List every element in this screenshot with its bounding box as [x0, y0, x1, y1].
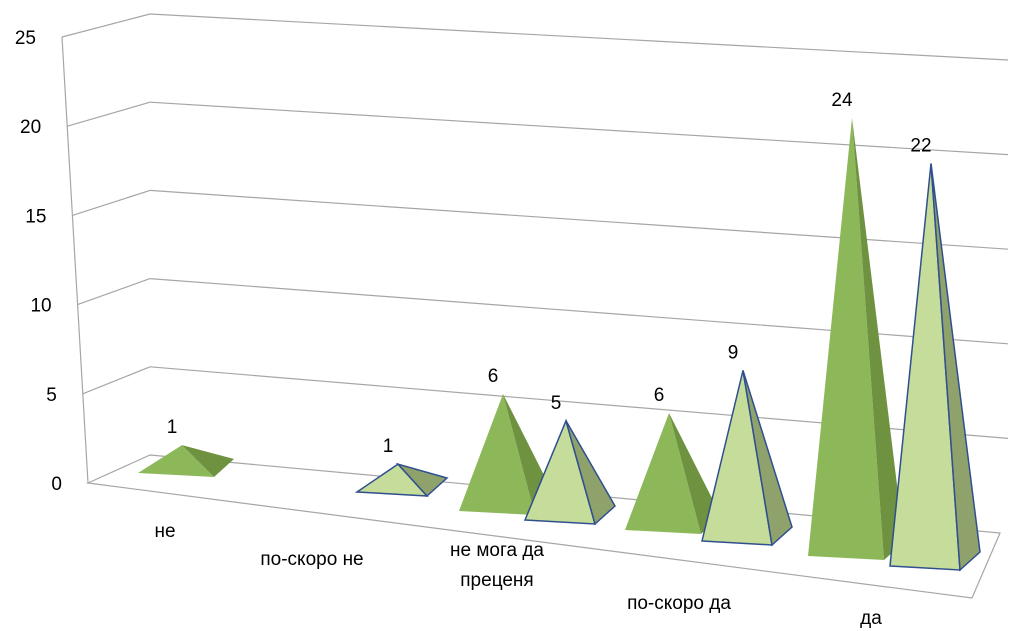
gridline-side [67, 101, 151, 127]
data-pyramids [138, 117, 981, 572]
floor-plane [85, 454, 1001, 599]
data-label: 22 [910, 136, 931, 157]
pyramid-front-face [459, 393, 535, 515]
gridline-back [149, 101, 1009, 156]
x-category-label: по-скоро не [260, 549, 363, 570]
y-tick-label: 15 [25, 206, 46, 227]
gridline-side [61, 13, 151, 38]
x-category-line: не [154, 521, 175, 542]
pyramid-3-0 [625, 412, 721, 534]
pyramid-side-face [565, 420, 616, 526]
x-category-line: да [860, 608, 882, 629]
gridline-side [82, 366, 151, 395]
data-label: 5 [551, 393, 562, 414]
y-tick-label: 0 [51, 474, 62, 495]
x-category-line: не мога да [450, 540, 544, 561]
gridline-side [77, 278, 151, 306]
data-label: 9 [728, 342, 739, 363]
x-category-label: не мога да преценя [450, 540, 544, 591]
pyramid-side-face [182, 445, 234, 477]
pyramid-4-0 [808, 117, 904, 560]
pyramid-0-0 [138, 445, 234, 477]
y-tick-label: 25 [15, 28, 36, 49]
data-label: 1 [167, 417, 178, 438]
y-tick-label: 10 [30, 296, 51, 317]
pyramid-front-face [808, 117, 884, 560]
data-label: 6 [488, 366, 499, 387]
gridline-back [149, 278, 1009, 345]
y-axis-ticks: 0 5 10 15 20 25 [15, 28, 62, 495]
gridline-back [149, 13, 1009, 61]
x-category-line: преценя [460, 570, 533, 591]
y-tick-label: 5 [46, 385, 57, 406]
pyramid-front-face [138, 445, 214, 477]
left-wall-edge [61, 36, 89, 484]
y-tick-label: 20 [20, 117, 41, 138]
pyramid-3-1 [701, 370, 793, 547]
x-category-label: да [860, 608, 882, 629]
data-label: 1 [383, 436, 394, 457]
data-label: 24 [831, 90, 853, 111]
x-category-line: по-скоро да [627, 593, 731, 614]
x-category-line: по-скоро не [260, 549, 363, 570]
pyramid-side-face [669, 412, 721, 534]
x-category-label: по-скоро да [627, 593, 731, 614]
pyramid-side-face [742, 370, 793, 547]
pyramid-front-face [625, 412, 701, 534]
gridline-side [72, 189, 151, 216]
data-label: 6 [654, 385, 665, 406]
pyramid-2-1 [523, 418, 616, 526]
x-category-label: не [154, 521, 175, 542]
pyramid-4-1 [889, 163, 981, 572]
pyramid-side-face [930, 163, 981, 572]
chart-walls [61, 36, 1001, 599]
gridline-back [149, 189, 1009, 250]
data-labels: 1 1 6 5 6 9 24 22 [167, 90, 932, 457]
x-axis-categories: не по-скоро не не мога да преценя по-скоро д… [154, 521, 882, 629]
pyramid-1-1 [354, 462, 449, 498]
pyramid-side-face [852, 117, 904, 560]
pyramid-side-face [395, 462, 449, 498]
